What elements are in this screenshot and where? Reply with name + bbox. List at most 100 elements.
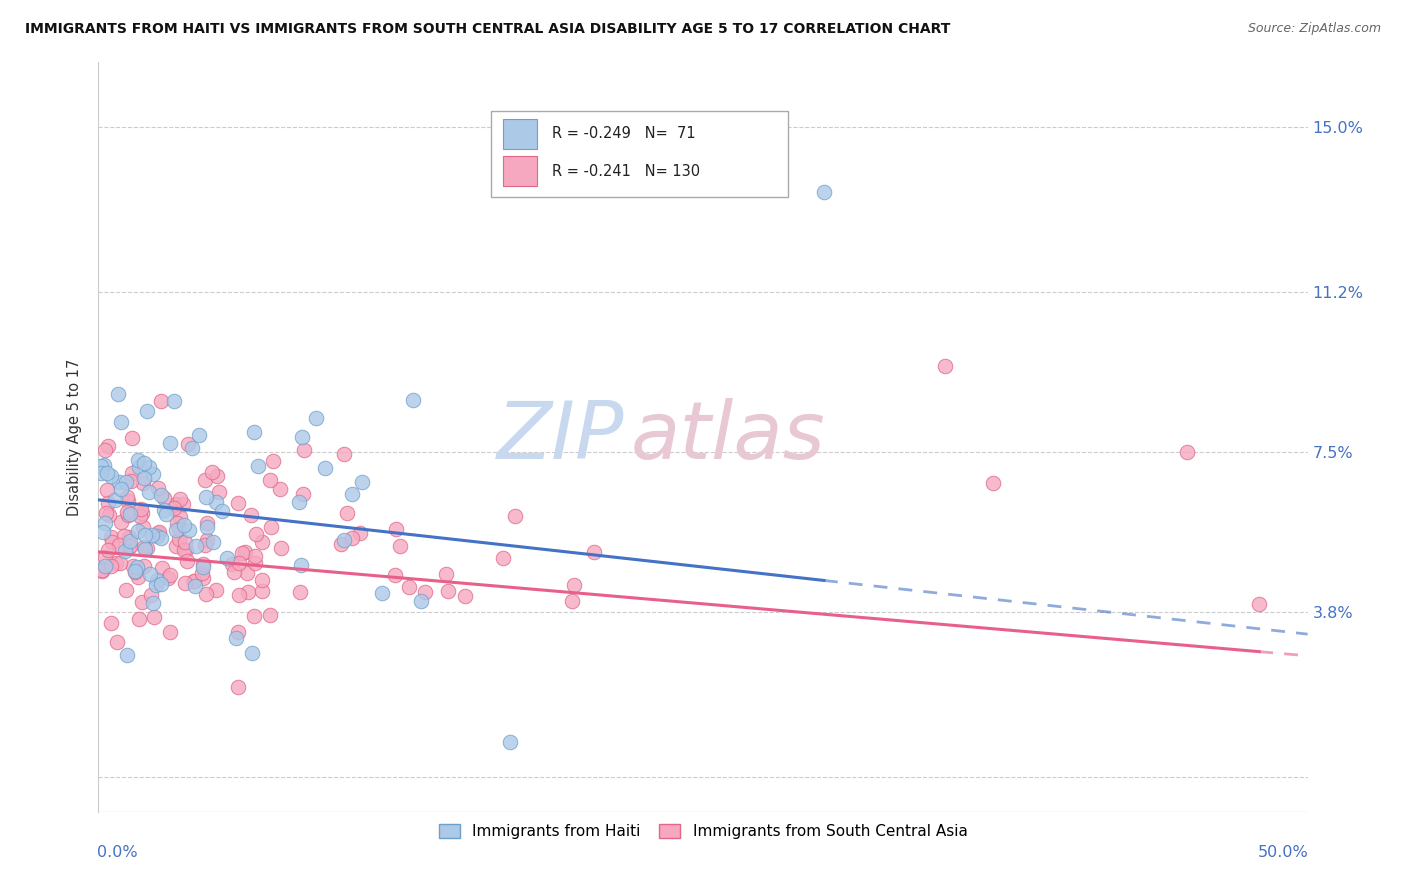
Point [118, 530, 141, 544]
Point [150, 577, 173, 591]
Point [294, 443, 316, 458]
Point [195, 520, 218, 534]
Point [159, 436, 181, 450]
Point [402, 393, 425, 408]
Point [384, 522, 406, 536]
Point [226, 624, 249, 639]
Text: R = -0.249   N=  71: R = -0.249 N= 71 [553, 126, 696, 141]
Point [205, 495, 228, 509]
Point [290, 558, 312, 572]
Point [228, 556, 250, 570]
Text: 0.0%: 0.0% [97, 846, 138, 861]
Point [145, 577, 167, 591]
Point [167, 522, 190, 536]
Point [239, 508, 262, 522]
Point [118, 539, 141, 553]
Point [305, 410, 328, 425]
Point [169, 509, 191, 524]
Legend: Immigrants from Haiti, Immigrants from South Central Asia: Immigrants from Haiti, Immigrants from S… [433, 818, 973, 846]
Point [124, 565, 146, 579]
Point [139, 567, 162, 582]
Point [333, 533, 356, 548]
Point [181, 441, 204, 455]
Point [200, 465, 222, 479]
Point [177, 523, 200, 537]
Point [245, 527, 267, 541]
Point [174, 534, 197, 549]
Point [90, 458, 112, 473]
Point [934, 359, 956, 373]
Point [139, 588, 162, 602]
Point [149, 394, 172, 409]
Point [124, 564, 146, 578]
Point [142, 467, 165, 482]
Point [165, 539, 187, 553]
Point [236, 566, 259, 581]
Point [128, 459, 150, 474]
Point [131, 506, 153, 520]
Point [183, 578, 205, 592]
Point [152, 491, 174, 506]
Point [503, 509, 526, 524]
Point [101, 535, 124, 549]
Point [96, 506, 118, 520]
Point [437, 584, 460, 599]
Point [138, 459, 160, 474]
Text: IMMIGRANTS FROM HAITI VS IMMIGRANTS FROM SOUTH CENTRAL ASIA DISABILITY AGE 5 TO : IMMIGRANTS FROM HAITI VS IMMIGRANTS FROM… [25, 22, 950, 37]
Point [233, 545, 256, 559]
Text: Source: ZipAtlas.com: Source: ZipAtlas.com [1247, 22, 1381, 36]
Point [561, 594, 583, 608]
Point [176, 554, 198, 568]
Point [94, 516, 117, 530]
Point [117, 505, 139, 519]
Point [226, 496, 249, 510]
Point [183, 574, 205, 589]
Point [97, 542, 120, 557]
Point [259, 607, 281, 622]
Point [411, 594, 433, 608]
Point [413, 585, 436, 599]
Point [174, 576, 197, 591]
Point [127, 570, 149, 584]
Text: 50.0%: 50.0% [1258, 846, 1309, 861]
Point [118, 507, 141, 521]
Point [121, 431, 143, 445]
Point [340, 531, 363, 545]
Point [132, 520, 155, 534]
Point [813, 186, 835, 200]
Point [97, 495, 120, 509]
Point [250, 584, 273, 599]
Point [252, 535, 274, 549]
Point [336, 506, 359, 520]
Point [173, 542, 195, 557]
Point [141, 527, 163, 541]
Bar [492, 112, 787, 197]
Point [159, 568, 181, 582]
Point [132, 475, 155, 490]
Point [115, 648, 138, 662]
Point [105, 634, 128, 648]
Point [150, 488, 173, 502]
Point [183, 574, 205, 589]
Point [100, 468, 122, 483]
Point [100, 531, 122, 545]
Point [155, 508, 177, 522]
Bar [503, 119, 537, 149]
Point [243, 549, 266, 563]
Point [129, 502, 152, 516]
Point [117, 494, 139, 508]
Point [100, 615, 122, 630]
Point [191, 571, 214, 585]
Point [981, 475, 1004, 490]
Point [208, 484, 231, 499]
Point [94, 558, 117, 573]
Point [148, 481, 170, 495]
Point [91, 564, 114, 578]
Point [498, 735, 520, 749]
Point [176, 543, 198, 558]
Point [97, 508, 120, 522]
Point [138, 484, 160, 499]
Point [1249, 597, 1271, 611]
Point [141, 597, 163, 611]
Point [288, 584, 311, 599]
